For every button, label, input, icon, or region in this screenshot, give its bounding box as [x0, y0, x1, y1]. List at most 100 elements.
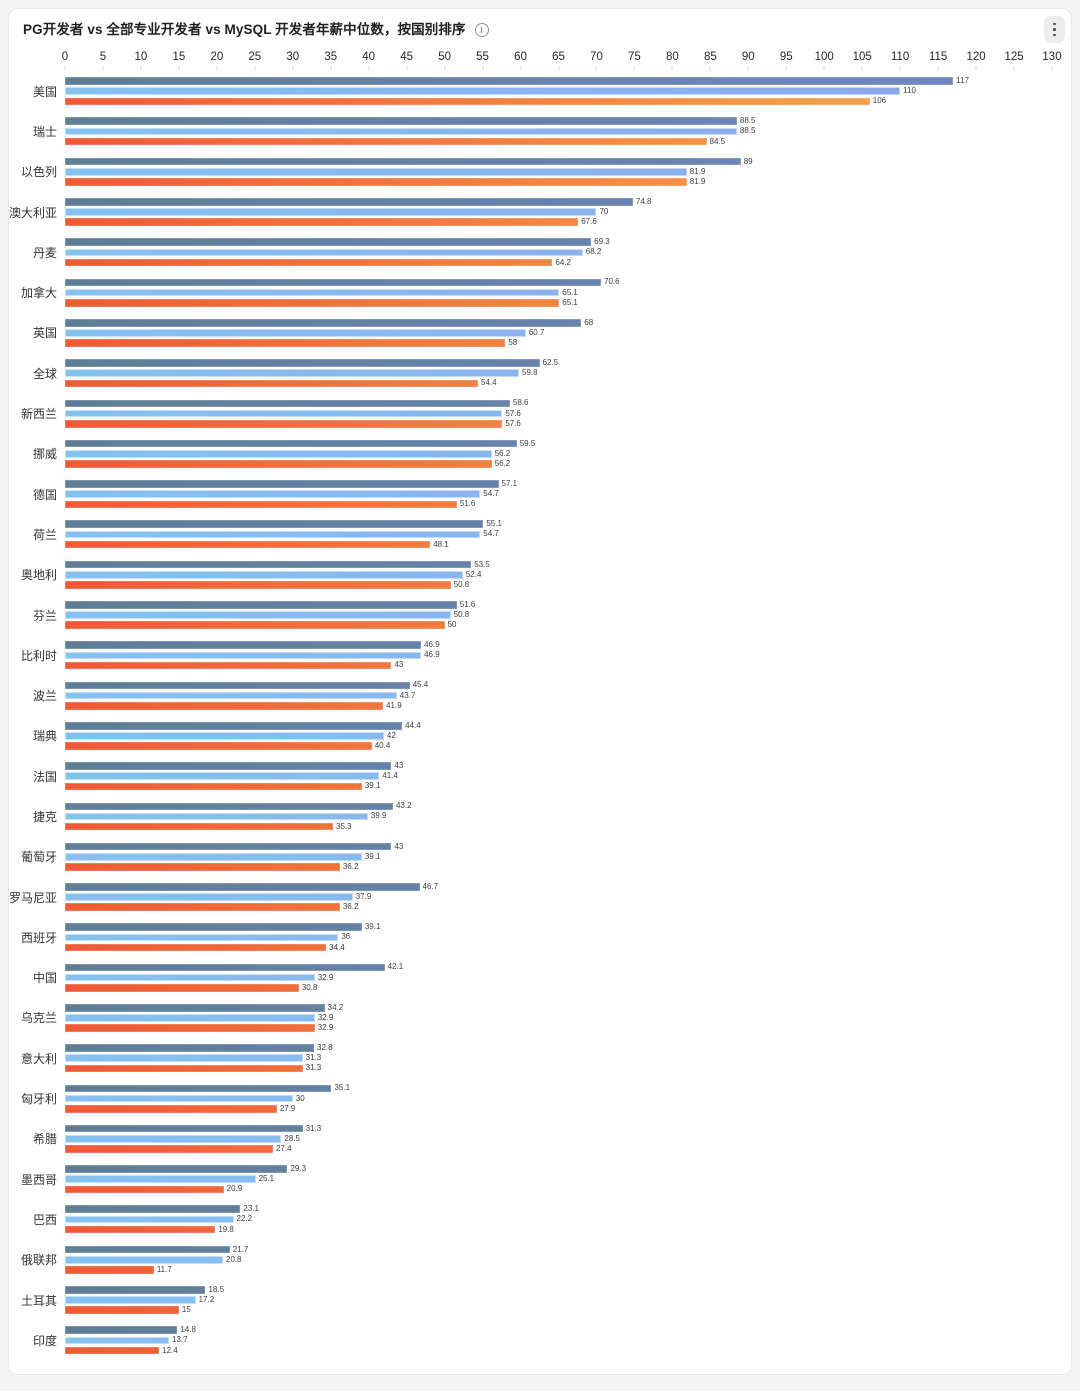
bar-PG开发者[interactable] — [65, 318, 582, 327]
bar-PG开发者[interactable] — [65, 1205, 241, 1214]
bar-全部专业开发者[interactable] — [65, 812, 368, 821]
bar-MySQL开发者[interactable] — [65, 379, 479, 388]
bar-MySQL开发者[interactable] — [65, 500, 457, 509]
bar-全部专业开发者[interactable] — [65, 369, 520, 378]
bar-MySQL开发者[interactable] — [65, 581, 451, 589]
bar-MySQL开发者[interactable] — [65, 822, 333, 831]
bar-全部专业开发者[interactable] — [65, 973, 315, 982]
bar-全部专业开发者[interactable] — [65, 732, 384, 740]
bar-PG开发者[interactable] — [65, 1245, 230, 1254]
bar-PG开发者[interactable] — [65, 1124, 303, 1133]
bar-全部专业开发者[interactable] — [65, 1094, 293, 1103]
bar-MySQL开发者[interactable] — [65, 1266, 154, 1274]
bar-PG开发者[interactable] — [65, 1326, 178, 1334]
bar-MySQL开发者[interactable] — [65, 178, 687, 186]
bar-MySQL开发者[interactable] — [65, 460, 492, 468]
bar-PG开发者[interactable] — [65, 923, 362, 931]
bar-MySQL开发者[interactable] — [65, 1306, 179, 1315]
bar-全部专业开发者[interactable] — [65, 1336, 169, 1345]
bar-MySQL开发者[interactable] — [65, 903, 340, 912]
bar-MySQL开发者[interactable] — [65, 1145, 274, 1153]
bar-全部专业开发者[interactable] — [65, 1135, 282, 1143]
bar-PG开发者[interactable] — [65, 157, 741, 166]
bar-PG开发者[interactable] — [65, 601, 457, 609]
bar-全部专业开发者[interactable] — [65, 1175, 256, 1183]
bar-PG开发者[interactable] — [65, 278, 602, 287]
bar-全部专业开发者[interactable] — [65, 409, 503, 418]
bar-全部专业开发者[interactable] — [65, 530, 481, 539]
bar-PG开发者[interactable] — [65, 681, 410, 690]
bar-全部专业开发者[interactable] — [65, 288, 560, 297]
bar-全部专业开发者[interactable] — [65, 1296, 196, 1304]
bar-全部专业开发者[interactable] — [65, 248, 583, 257]
bar-全部专业开发者[interactable] — [65, 691, 397, 700]
bar-MySQL开发者[interactable] — [65, 1225, 216, 1234]
bar-MySQL开发者[interactable] — [65, 621, 445, 629]
bar-MySQL开发者[interactable] — [65, 701, 384, 710]
bar-PG开发者[interactable] — [65, 963, 385, 972]
bar-全部专业开发者[interactable] — [65, 87, 901, 95]
bar-MySQL开发者[interactable] — [65, 299, 560, 307]
bar-全部专业开发者[interactable] — [65, 208, 597, 216]
bar-PG开发者[interactable] — [65, 560, 472, 569]
info-circle-icon[interactable]: i — [474, 23, 489, 37]
bar-MySQL开发者[interactable] — [65, 661, 392, 670]
bar-MySQL开发者[interactable] — [65, 339, 506, 347]
bar-全部专业开发者[interactable] — [65, 167, 687, 176]
bar-全部专业开发者[interactable] — [65, 933, 339, 942]
bar-PG开发者[interactable] — [65, 721, 403, 730]
bar-MySQL开发者[interactable] — [65, 782, 362, 791]
bar-PG开发者[interactable] — [65, 439, 517, 448]
bar-全部专业开发者[interactable] — [65, 329, 526, 337]
bar-PG开发者[interactable] — [65, 1084, 332, 1093]
bar-MySQL开发者[interactable] — [65, 419, 503, 428]
bar-全部专业开发者[interactable] — [65, 852, 362, 861]
bar-PG开发者[interactable] — [65, 359, 540, 367]
bar-全部专业开发者[interactable] — [65, 127, 737, 136]
bar-MySQL开发者[interactable] — [65, 1064, 303, 1073]
bar-PG开发者[interactable] — [65, 1003, 325, 1012]
bar-PG开发者[interactable] — [65, 802, 393, 811]
bar-PG开发者[interactable] — [65, 842, 392, 851]
bar-MySQL开发者[interactable] — [65, 540, 431, 549]
bar-MySQL开发者[interactable] — [65, 742, 372, 750]
bar-全部专业开发者[interactable] — [65, 611, 451, 619]
bar-MySQL开发者[interactable] — [65, 863, 340, 871]
bar-PG开发者[interactable] — [65, 238, 592, 246]
bar-MySQL开发者[interactable] — [65, 97, 870, 106]
bar-lane: 43.7 — [65, 691, 1052, 700]
bar-MySQL开发者[interactable] — [65, 1104, 277, 1113]
bar-全部专业开发者[interactable] — [65, 772, 380, 780]
bar-全部专业开发者[interactable] — [65, 570, 463, 579]
country-label: 全球 — [32, 366, 57, 381]
bar-PG开发者[interactable] — [65, 480, 499, 488]
bar-MySQL开发者[interactable] — [65, 943, 327, 952]
bar-全部专业开发者[interactable] — [65, 1014, 315, 1022]
bar-PG开发者[interactable] — [65, 1165, 288, 1173]
bar-PG开发者[interactable] — [65, 399, 510, 408]
bar-全部专业开发者[interactable] — [65, 490, 481, 498]
bar-PG开发者[interactable] — [65, 117, 737, 126]
bar-MySQL开发者[interactable] — [65, 1185, 224, 1194]
bar-全部专业开发者[interactable] — [65, 1215, 234, 1224]
bar-PG开发者[interactable] — [65, 198, 633, 206]
bar-PG开发者[interactable] — [65, 77, 954, 85]
bar-PG开发者[interactable] — [65, 520, 484, 529]
bar-全部专业开发者[interactable] — [65, 1054, 303, 1063]
bar-MySQL开发者[interactable] — [65, 1346, 160, 1355]
bar-PG开发者[interactable] — [65, 641, 422, 649]
bar-MySQL开发者[interactable] — [65, 258, 553, 267]
bar-PG开发者[interactable] — [65, 762, 392, 770]
bar-MySQL开发者[interactable] — [65, 1024, 315, 1032]
bar-PG开发者[interactable] — [65, 1044, 315, 1052]
bar-PG开发者[interactable] — [65, 883, 420, 891]
bar-全部专业开发者[interactable] — [65, 651, 422, 660]
bar-MySQL开发者[interactable] — [65, 218, 579, 227]
bar-全部专业开发者[interactable] — [65, 1255, 223, 1264]
bar-全部专业开发者[interactable] — [65, 450, 492, 458]
bar-全部专业开发者[interactable] — [65, 893, 353, 901]
kebab-menu-button[interactable] — [1044, 16, 1065, 43]
bar-MySQL开发者[interactable] — [65, 137, 707, 146]
bar-MySQL开发者[interactable] — [65, 984, 299, 992]
bar-PG开发者[interactable] — [65, 1286, 206, 1294]
